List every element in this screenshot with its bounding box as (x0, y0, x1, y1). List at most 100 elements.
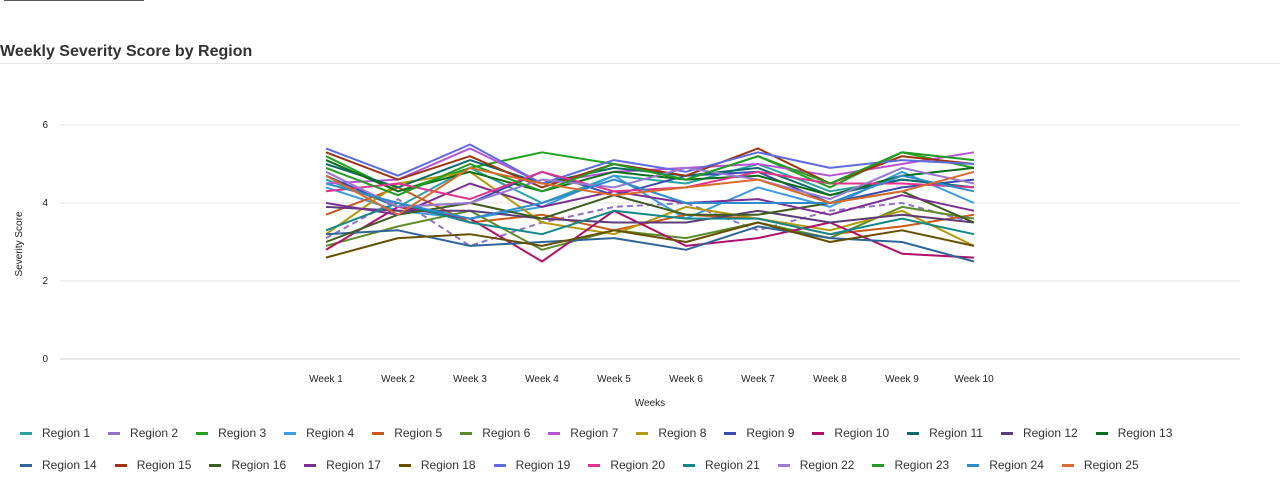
legend-swatch (398, 463, 411, 467)
legend-item[interactable]: Region 17 (304, 454, 381, 476)
legend-label: Region 1 (42, 426, 91, 440)
legend-swatch (812, 431, 825, 435)
x-tick-label: Week 1 (309, 374, 343, 385)
x-axis-ticks: Week 1 Week 2 Week 3 Week 4 Week 5 Week 6 Week… (309, 374, 994, 385)
legend-item[interactable]: Region 8 (636, 422, 706, 444)
legend-label: Region 2 (130, 426, 179, 440)
legend-label: Region 7 (570, 426, 619, 440)
tab-underline (4, 0, 144, 1)
legend-item[interactable]: Region 19 (493, 454, 571, 476)
legend-swatch (493, 463, 506, 467)
legend-swatch (777, 463, 790, 467)
legend-label: Region 17 (326, 458, 381, 472)
legend-swatch (967, 463, 980, 467)
legend-swatch (284, 431, 297, 435)
legend-label: Region 3 (218, 426, 267, 440)
series-line-21[interactable] (325, 202, 975, 236)
legend-label: Region 23 (894, 458, 950, 472)
legend-swatch (20, 431, 32, 435)
legend-item[interactable]: Region 23 (872, 454, 949, 476)
series-line-14[interactable] (325, 225, 975, 263)
legend-label: Region 16 (231, 458, 287, 472)
legend-swatch (108, 431, 121, 435)
legend-swatch (724, 431, 737, 435)
legend-label: Region 20 (610, 458, 666, 472)
series-line-17[interactable] (325, 182, 975, 216)
legend-item[interactable]: Region 25 (1061, 454, 1139, 476)
legend-label: Region 19 (515, 458, 571, 472)
legend-item[interactable]: Region 9 (724, 422, 794, 444)
legend-item[interactable]: Region 12 (1000, 422, 1078, 444)
series-line-6[interactable] (325, 205, 975, 251)
legend-label: Region 10 (834, 426, 890, 440)
legend-item[interactable]: Region 24 (967, 454, 1044, 476)
series-line-19[interactable] (325, 143, 975, 185)
legend-swatch (209, 463, 222, 467)
legend-swatch (460, 431, 473, 435)
legend-swatch (588, 463, 601, 467)
x-tick-label: Week 9 (885, 374, 919, 385)
legend-swatch (1095, 431, 1108, 435)
legend-label: Region 24 (989, 458, 1044, 472)
legend-swatch (683, 463, 696, 467)
legend-item[interactable]: Region 20 (588, 454, 665, 476)
legend-label: Region 22 (799, 458, 855, 472)
series-lines (325, 143, 975, 263)
legend-label: Region 21 (705, 458, 760, 472)
legend-label: Region 13 (1117, 426, 1173, 440)
legend-swatch (548, 431, 561, 435)
legend-item[interactable]: Region 15 (114, 454, 192, 476)
legend-item[interactable]: Region 6 (460, 422, 530, 444)
series-line-25[interactable] (325, 166, 975, 216)
legend-swatch (20, 463, 32, 467)
legend-item[interactable]: Region 7 (548, 422, 618, 444)
y-tick-label: 6 (42, 120, 48, 131)
legend-item[interactable]: Region 11 (907, 422, 983, 444)
series-line-15[interactable] (325, 147, 975, 189)
series-line-18[interactable] (325, 221, 975, 259)
y-axis-ticks: 0 2 4 6 (42, 120, 48, 365)
legend-label: Region 25 (1083, 458, 1139, 472)
legend: Region 1 Region 2 Region 3 Region 4 Region 5… (20, 422, 1270, 476)
series-line-22[interactable] (325, 166, 975, 208)
legend-item[interactable]: Region 22 (777, 454, 855, 476)
x-tick-label: Week 8 (813, 374, 847, 385)
gridlines (60, 124, 1240, 360)
legend-item[interactable]: Region 3 (196, 422, 266, 444)
title-divider (0, 63, 1280, 64)
x-tick-label: Week 4 (525, 374, 559, 385)
legend-item[interactable]: Region 5 (372, 422, 442, 444)
legend-swatch (907, 431, 920, 435)
legend-item[interactable]: Region 16 (209, 454, 286, 476)
legend-label: Region 9 (746, 426, 795, 440)
legend-label: Region 6 (482, 426, 531, 440)
legend-swatch (872, 463, 885, 467)
y-tick-label: 2 (42, 276, 48, 287)
legend-label: Region 12 (1022, 426, 1078, 440)
x-tick-label: Week 7 (741, 374, 775, 385)
legend-item[interactable]: Region 18 (398, 454, 476, 476)
x-tick-label: Week 2 (381, 374, 415, 385)
legend-label: Region 18 (420, 458, 476, 472)
legend-item[interactable]: Region 14 (20, 454, 97, 476)
y-axis-label: Severity Score (14, 211, 25, 276)
series-line-8[interactable] (325, 170, 975, 247)
legend-item[interactable]: Region 13 (1095, 422, 1173, 444)
x-tick-label: Week 6 (669, 374, 703, 385)
legend-label: Region 15 (136, 458, 192, 472)
y-tick-label: 0 (42, 354, 48, 365)
legend-item[interactable]: Region 1 (20, 422, 90, 444)
legend-item[interactable]: Region 4 (284, 422, 354, 444)
legend-swatch (114, 463, 127, 467)
legend-label: Region 14 (42, 458, 97, 472)
legend-item[interactable]: Region 2 (108, 422, 178, 444)
series-line-23[interactable] (325, 151, 975, 197)
chart-title: Weekly Severity Score by Region (0, 43, 253, 60)
legend-item[interactable]: Region 21 (683, 454, 760, 476)
legend-item[interactable]: Region 10 (812, 422, 889, 444)
x-tick-label: Week 5 (597, 374, 631, 385)
series-line-13[interactable] (325, 159, 975, 197)
y-tick-label: 4 (42, 198, 48, 209)
legend-label: Region 8 (658, 426, 707, 440)
